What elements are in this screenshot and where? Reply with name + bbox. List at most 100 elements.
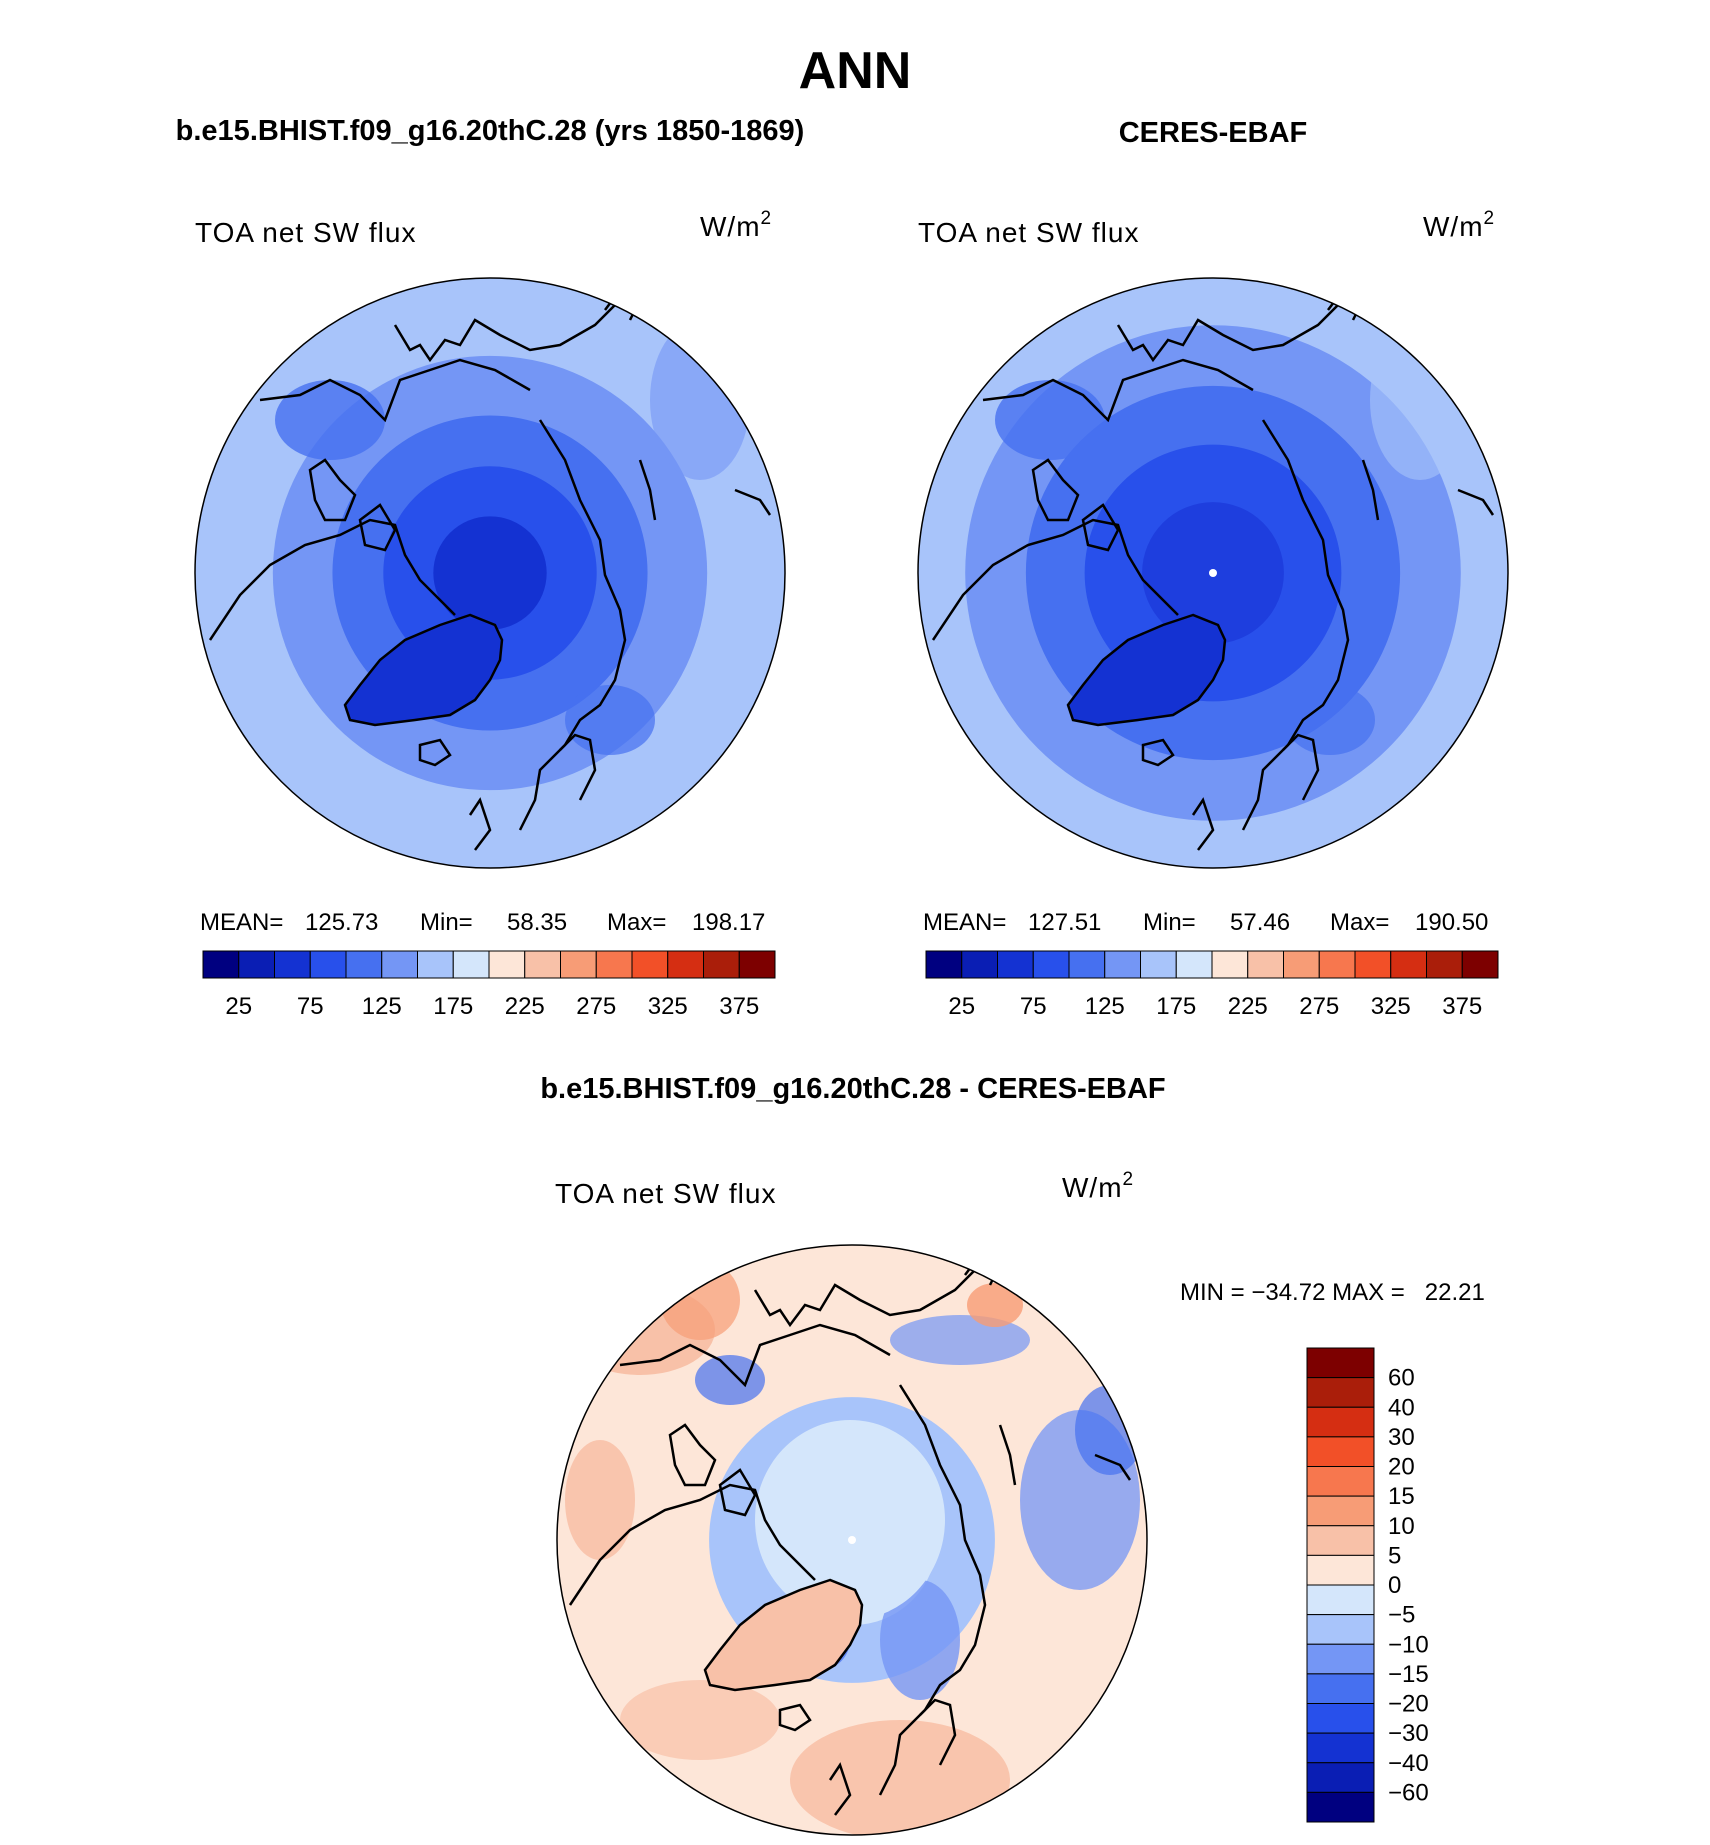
model-mean-value: 125.73 <box>305 909 378 936</box>
panel-obs-units: W/m2 <box>1423 208 1495 242</box>
colorbar-model-swatch-0 <box>202 950 240 979</box>
model-max-value: 198.17 <box>692 909 765 936</box>
coast-model-3 <box>393 304 616 363</box>
map-diff-overlay-11 <box>620 1680 780 1760</box>
colorbar-diff-swatch-3 <box>1306 1436 1375 1467</box>
panel-model-units-base: W/m <box>700 211 761 242</box>
panel-diff-stats: MIN = −34.72 MAX = 22.21 <box>1180 1279 1485 1306</box>
colorbar-model-swatch-15 <box>738 950 776 979</box>
colorbar-diff-swatch-1 <box>1306 1377 1375 1408</box>
panel-diff: b.e15.BHIST.f09_g16.20thC.28 - CERES-EBA… <box>540 1073 1485 1836</box>
colorbar-diff-swatch-11 <box>1306 1673 1375 1704</box>
coastlines-diff <box>568 1253 1132 1816</box>
colorbar-model-swatch-10 <box>560 950 597 979</box>
colorbar-obs-swatch-13 <box>1390 950 1427 979</box>
colorbar-model-tick-5: 275 <box>576 993 616 1020</box>
colorbar-diff-swatch-6 <box>1306 1525 1375 1556</box>
colorbar-obs-swatch-0 <box>925 950 963 979</box>
colorbar-model: 25 75 125 175 225 275 325 375 <box>202 950 776 1020</box>
map-obs <box>918 278 1508 868</box>
coast-obs-7 <box>1361 459 1380 521</box>
panel-diff-title: b.e15.BHIST.f09_g16.20thC.28 - CERES-EBA… <box>540 1073 1165 1105</box>
coast-model-4 <box>518 419 627 831</box>
colorbar-obs-swatch-12 <box>1354 950 1392 979</box>
greenland-model <box>343 613 504 727</box>
panel-obs-units-base: W/m <box>1423 211 1484 242</box>
colorbar-diff-tick-7: 0 <box>1388 1572 1401 1599</box>
coast-obs-6 <box>1191 797 1215 851</box>
colorbar-diff-tick-6: 5 <box>1388 1542 1401 1569</box>
colorbar-diff-swatch-13 <box>1306 1732 1375 1764</box>
coast-diff-8 <box>1094 1453 1132 1481</box>
coast-diff-9 <box>668 1423 717 1487</box>
colorbar-diff-swatch-10 <box>1306 1643 1375 1675</box>
colorbar-model-tick-0: 25 <box>225 993 252 1020</box>
colorbar-model-swatch-9 <box>524 950 561 979</box>
coast-model-6 <box>468 797 492 851</box>
coast-diff-1 <box>568 1483 816 1606</box>
colorbar-diff-tick-1: 40 <box>1388 1394 1415 1421</box>
colorbar-diff-tick-11: −20 <box>1388 1691 1429 1718</box>
colorbar-model-swatch-5 <box>381 950 418 979</box>
coast-diff-3 <box>753 1269 976 1328</box>
coast-diff-2 <box>619 1323 891 1388</box>
map-model <box>195 278 785 868</box>
colorbar-model-swatch-3 <box>309 950 347 979</box>
colorbar-obs-swatch-3 <box>1032 950 1070 979</box>
colorbar-obs-tick-5: 275 <box>1299 993 1339 1020</box>
colorbar-obs-swatch-6 <box>1140 950 1177 979</box>
coast-obs-9 <box>1031 458 1080 522</box>
coast-model-2 <box>259 358 531 423</box>
coastlines-obs <box>931 288 1495 851</box>
page-title: ANN <box>799 42 912 100</box>
panel-diff-variable: TOA net SW flux <box>555 1178 776 1209</box>
coast-model-9 <box>308 458 357 522</box>
colorbar-obs-swatch-2 <box>997 950 1034 979</box>
coast-model-11 <box>418 738 452 767</box>
panel-obs-units-exp: 2 <box>1484 208 1496 229</box>
coast-diff-7 <box>998 1424 1017 1486</box>
colorbar-obs-tick-0: 25 <box>948 993 975 1020</box>
map-diff-overlay-13 <box>755 1420 945 1620</box>
colorbar-diff-tick-9: −10 <box>1388 1631 1429 1658</box>
model-min-value: 58.35 <box>507 909 567 936</box>
map-diff-overlay-10 <box>790 1720 1010 1835</box>
colorbar-model-tick-4: 225 <box>505 993 545 1020</box>
coast-obs-1 <box>931 518 1179 641</box>
coast-model-10 <box>358 503 397 552</box>
model-mean-label: MEAN= <box>200 909 283 936</box>
colorbar-model-tick-2: 125 <box>362 993 402 1020</box>
obs-mean-label: MEAN= <box>923 909 1006 936</box>
map-diff <box>557 1245 1147 1835</box>
panel-model-title: b.e15.BHIST.f09_g16.20thC.28 (yrs 1850-1… <box>176 115 805 147</box>
colorbar-obs-tick-7: 375 <box>1442 993 1482 1020</box>
coast-model-7 <box>638 459 657 521</box>
panel-model-variable: TOA net SW flux <box>195 217 416 248</box>
colorbar-model-swatch-7 <box>452 950 490 979</box>
colorbar-diff-swatch-12 <box>1306 1703 1375 1734</box>
map-diff-overlay-12 <box>967 1283 1023 1327</box>
colorbar-diff-tick-5: 10 <box>1388 1513 1415 1540</box>
colorbar-model-swatch-11 <box>595 950 633 979</box>
colorbar-diff-tick-12: −30 <box>1388 1720 1429 1747</box>
coast-model-1 <box>208 518 456 641</box>
colorbar-model-swatch-12 <box>631 950 669 979</box>
panel-diff-units-base: W/m <box>1062 1172 1123 1203</box>
colorbar-obs-swatch-1 <box>961 950 998 979</box>
colorbar-diff-swatch-4 <box>1306 1466 1375 1497</box>
colorbar-diff-tick-14: −60 <box>1388 1779 1429 1806</box>
map-diff-overlay-7 <box>695 1355 765 1405</box>
coast-diff-4 <box>878 1384 987 1796</box>
colorbar-obs-tick-2: 125 <box>1085 993 1125 1020</box>
colorbar-obs-swatch-10 <box>1283 950 1320 979</box>
colorbar-model-swatch-1 <box>238 950 275 979</box>
greenland-obs <box>1066 613 1227 727</box>
model-max-label: Max= <box>607 909 666 936</box>
obs-max-label: Max= <box>1330 909 1389 936</box>
coast-diff-11 <box>778 1703 812 1732</box>
map-obs-border <box>917 277 1509 869</box>
panel-obs: CERES-EBAF TOA net SW flux W/m2 <box>917 117 1509 1020</box>
map-model-zone-4 <box>433 516 547 630</box>
colorbar-obs-swatch-8 <box>1211 950 1249 979</box>
